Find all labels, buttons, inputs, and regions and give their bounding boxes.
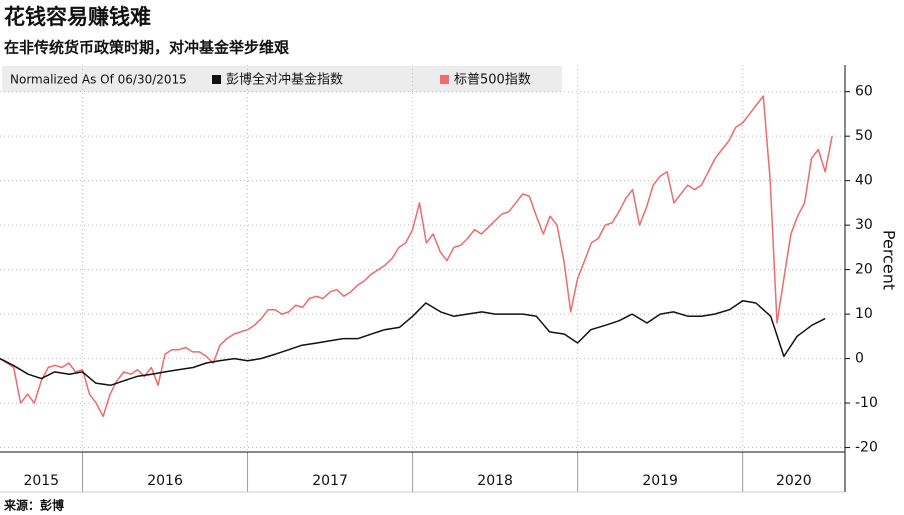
y-tick-label: 30 bbox=[855, 217, 873, 233]
source: 来源：彭博 bbox=[3, 498, 64, 513]
y-tick-label: 10 bbox=[855, 306, 873, 322]
x-tick-label: 2017 bbox=[312, 473, 348, 489]
y-tick-label: 40 bbox=[855, 173, 873, 189]
legend-swatch bbox=[212, 75, 221, 84]
legend-box bbox=[2, 66, 562, 92]
series-line bbox=[0, 300, 826, 387]
x-tick-label: 2020 bbox=[776, 473, 812, 489]
y-tick-label: 60 bbox=[855, 84, 873, 100]
legend-title: Normalized As Of 06/30/2015 bbox=[10, 73, 187, 87]
legend-swatch bbox=[440, 75, 449, 84]
y-tick-label: 20 bbox=[855, 262, 873, 278]
x-tick-label: 2016 bbox=[147, 473, 183, 489]
y-tick-label: 50 bbox=[855, 128, 873, 144]
chart-subtitle: 在非传统货币政策时期，对冲基金举步维艰 bbox=[4, 39, 290, 57]
x-tick-label: 2018 bbox=[477, 473, 513, 489]
y-tick-label: -10 bbox=[855, 395, 878, 411]
legend-label: 彭博全对冲基金指数 bbox=[226, 72, 343, 88]
x-tick-label: 2019 bbox=[642, 473, 678, 489]
y-tick-label: 0 bbox=[855, 351, 864, 367]
chart-title: 花钱容易赚钱难 bbox=[4, 5, 151, 29]
y-axis-label: Percent bbox=[880, 230, 899, 290]
legend-label: 标普500指数 bbox=[454, 73, 531, 88]
x-tick-label: 2015 bbox=[23, 473, 59, 489]
series-line bbox=[0, 95, 833, 418]
y-tick-label: -20 bbox=[855, 440, 878, 456]
